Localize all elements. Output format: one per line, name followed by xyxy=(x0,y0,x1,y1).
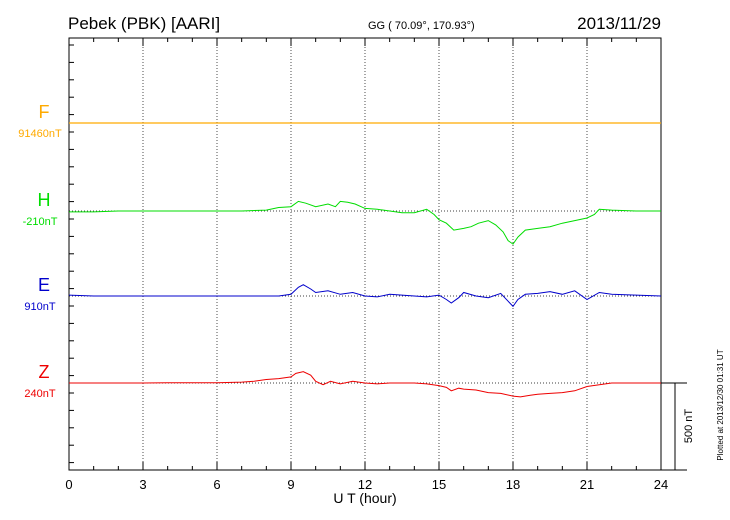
series-line-e xyxy=(68,284,662,308)
series-name-e: E xyxy=(38,275,50,295)
x-tick-label: 0 xyxy=(65,477,72,492)
x-axis-label: U T (hour) xyxy=(333,490,396,506)
series-layer xyxy=(68,122,662,398)
x-tick-label: 6 xyxy=(213,477,220,492)
series-baseline-h: -210nT xyxy=(23,216,58,228)
series-line-z xyxy=(69,371,661,398)
series-name-f: F xyxy=(39,102,50,122)
chart-title: Pebek (PBK) [AARI] xyxy=(68,14,220,33)
series-name-z: Z xyxy=(39,362,50,382)
series-name-h: H xyxy=(38,190,51,210)
x-tick-labels: 0 3 6 9 12 15 18 21 24 xyxy=(65,477,668,492)
x-tick-label: 15 xyxy=(432,477,446,492)
plotted-note: Plotted at 2013/12/30 01:31 UT xyxy=(716,349,725,460)
chart-date: 2013/11/29 xyxy=(577,14,661,33)
grid-lines xyxy=(69,38,661,470)
scale-bar: 500 nT xyxy=(661,382,695,471)
series-baseline-e: 910nT xyxy=(24,301,55,313)
x-tick-label: 3 xyxy=(139,477,146,492)
x-tick-label: 12 xyxy=(358,477,372,492)
x-tick-label: 18 xyxy=(506,477,520,492)
series-baseline-z: 240nT xyxy=(24,388,55,400)
x-tick-label: 24 xyxy=(654,477,668,492)
plot-frame xyxy=(68,37,662,471)
series-baseline-f: 91460nT xyxy=(18,128,62,140)
chart-subtitle: GG ( 70.09°, 170.93°) xyxy=(368,20,475,32)
series-line-h xyxy=(69,200,661,245)
series-labels: F 91460nT H -210nT E 910nT Z 240nT xyxy=(18,102,62,400)
x-tick-label: 9 xyxy=(287,477,294,492)
scale-label: 500 nT xyxy=(683,409,695,444)
x-tick-label: 21 xyxy=(580,477,594,492)
